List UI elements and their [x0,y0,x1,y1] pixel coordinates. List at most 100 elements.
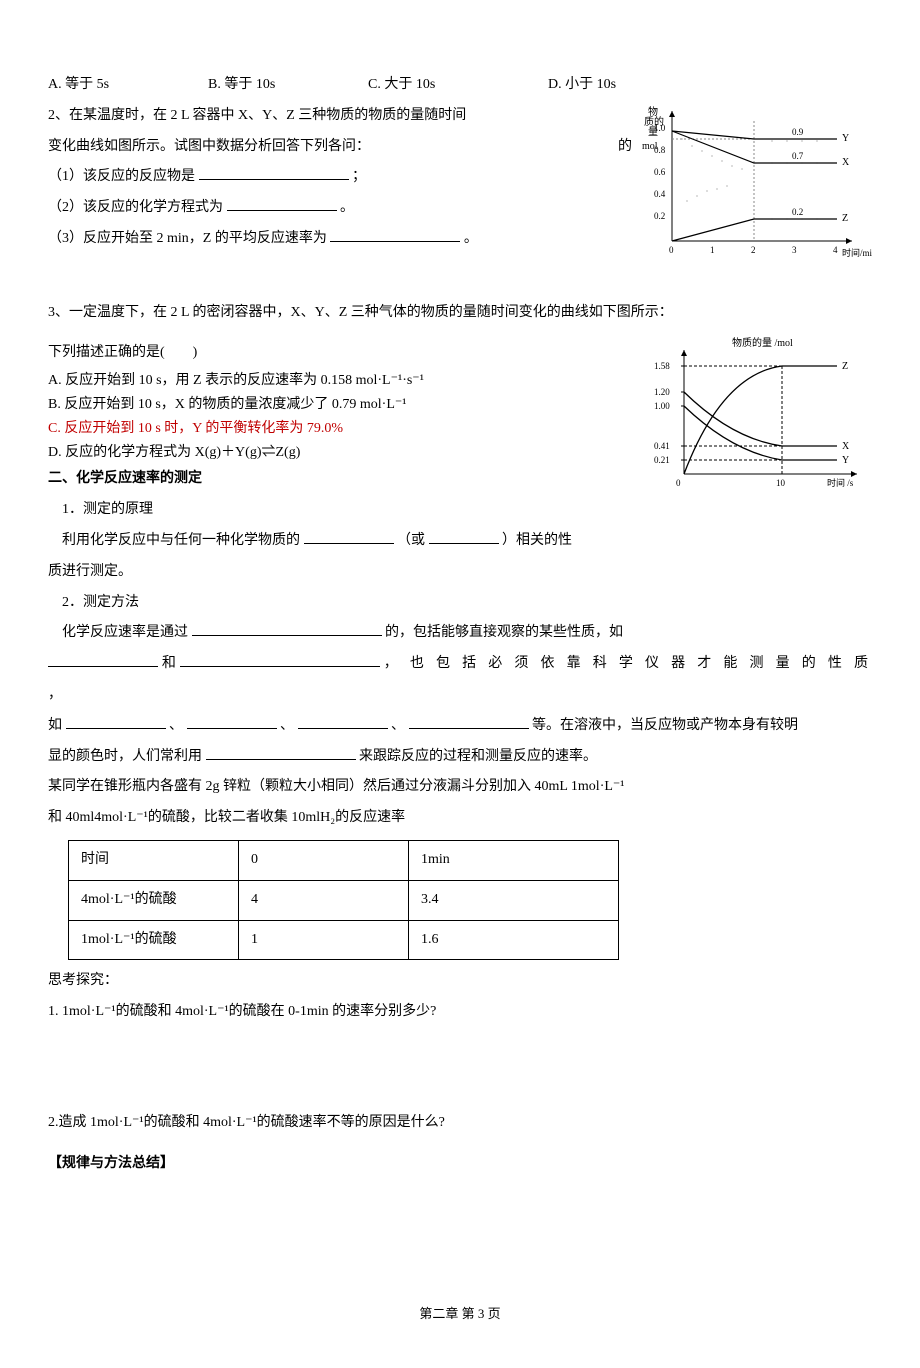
th-0: 时间 [69,840,239,880]
q2-xt-2: 2 [751,245,756,255]
q1-opt-b: B. 等于 10s [208,70,368,101]
sec2-m2-b: 的，包括能够直接观察的某些性质，如 [385,625,623,640]
q2-lbl-x: X [842,157,850,168]
exp-q1: 1. 1mol·L⁻¹的硫酸和 4mol·L⁻¹的硫酸在 0-1min 的速率分… [48,997,872,1028]
q3-chart: 物质的量 /mol 1.58 1.20 1.00 0.41 0.21 0 Z X… [642,334,872,507]
exp-line1: 某同学在锥形瓶内各盛有 2g 锌粒（颗粒大小相同）然后通过分液漏斗分别加入 40… [48,772,872,803]
sec2-m2-g: 、 [280,718,294,733]
q2-val-02: 0.2 [792,207,803,217]
sec2-m2-e: 如 [48,718,62,733]
th-1: 0 [239,840,409,880]
q2-chart: 物 质的 量 mol 1.0 0.8 0.6 0.4 0.2 0.9 0.7 0… [642,101,872,274]
exp-q2: 2.造成 1mol·L⁻¹的硫酸和 4mol·L⁻¹的硫酸速率不等的原因是什么? [48,1108,872,1139]
table-row-2: 1mol·L⁻¹的硫酸 1 1.6 [69,920,619,960]
q3-stem: 3、一定温度下，在 2 L 的密闭容器中，X、Y、Z 三种气体的物质的量随时间变… [48,298,872,329]
q3-xlabel: 时间 /s [827,477,854,488]
sec2-m2-blank4[interactable] [66,715,166,729]
sec2-m2-k: 来跟踪反应的过程和测量反应的速率。 [359,749,597,764]
sec2-m1-d: 质进行测定。 [48,557,872,588]
q2-p3a: （3）反应开始至 2 min，Z 的平均反应速率为 [48,231,327,246]
q2-p2a: （2）该反应的化学方程式为 [48,200,223,215]
q2-xt-1: 1 [710,245,715,255]
r2-0: 1mol·L⁻¹的硫酸 [69,920,239,960]
q3-lbl-z: Z [842,361,848,372]
exp-table: 时间 0 1min 4mol·L⁻¹的硫酸 4 3.4 1mol·L⁻¹的硫酸 … [68,840,619,960]
q2-xt-4: 4 [833,245,838,255]
sec2-m2-blank7[interactable] [409,715,529,729]
sec2-m2-f: 、 [169,718,183,733]
q2-stem-2: 的 [618,132,632,163]
q2-lbl-y: Y [842,133,849,144]
sec2-m1-line: 利用化学反应中与任何一种化学物质的 （或 ）相关的性 [48,526,872,557]
q3-chart-bg [642,334,872,494]
th-2: 1min [409,840,619,880]
q1-options: A. 等于 5s B. 等于 10s C. 大于 10s D. 小于 10s [48,70,872,101]
q2-yt-10: 1.0 [654,123,666,133]
q2-yt-08: 0.8 [654,145,666,155]
q2-val-09: 0.9 [792,127,804,137]
q2-p1-blank[interactable] [199,166,349,180]
r2-2: 1.6 [409,920,619,960]
q2-p1a: （1）该反应的反应物是 [48,169,195,184]
q3-yt-3: 0.41 [654,441,670,451]
sec2-m1-b: （或 [397,533,425,548]
sec2-m2-h: 、 [391,718,405,733]
sec2-m1-blank2[interactable] [429,530,499,544]
sec2-m2-line4: 显的颜色时，人们常利用 来跟踪反应的过程和测量反应的速率。 [48,742,872,773]
q2-p1b: ； [352,169,366,184]
q3-yt-4: 0.21 [654,455,670,465]
r1-0: 4mol·L⁻¹的硫酸 [69,880,239,920]
sec2-m1-c: ）相关的性 [502,533,572,548]
sec2-m2-j: 显的颜色时，人们常利用 [48,749,202,764]
q3-yt-0: 1.58 [654,361,670,371]
q2-xt-3: 3 [792,245,797,255]
q2-lbl-z: Z [842,213,848,224]
q3-ylabel: 物质的量 /mol [732,336,793,349]
q3-xt-10: 10 [776,478,786,488]
r1-1: 4 [239,880,409,920]
page-footer: 第二章 第 3 页 [48,1300,872,1329]
q3-lbl-y: Y [842,455,849,466]
q1-opt-c: C. 大于 10s [368,70,548,101]
sec2-m2-line2: 和 ， 也 包 括 必 须 依 靠 科 学 仪 器 才 能 测 量 的 性 质 … [48,649,872,711]
q3-yt-1: 1.20 [654,387,670,397]
q2-stem-1: 2、在某温度时，在 2 L 容器中 X、Y、Z 三种物质的物质的量随时间 [48,108,466,123]
q2-yt-06: 0.6 [654,167,666,177]
r2-1: 1 [239,920,409,960]
sec2-m2-a: 化学反应速率是通过 [62,625,188,640]
sec2-m2-blank3[interactable] [180,653,380,667]
exp-line2: 和 40ml4mol·L⁻¹的硫酸，比较二者收集 10mlH₂的反应速率 [48,803,872,834]
q2-xlabel: 时间/min [842,247,872,258]
sec2-m2-blank8[interactable] [206,746,356,760]
sec2-m2-blank5[interactable] [187,715,277,729]
sec2-m2-blank2[interactable] [48,653,158,667]
q2-p3-blank[interactable] [330,228,460,242]
sec2-m1-blank1[interactable] [304,530,394,544]
q3-yt-2: 1.00 [654,401,670,411]
q1-opt-d: D. 小于 10s [548,70,616,101]
q2-yt-04: 0.4 [654,189,666,199]
exp-think: 思考探究： [48,966,872,997]
sec2-m2-blank6[interactable] [298,715,388,729]
sec2-m2-i: 等。在溶液中，当反应物或产物本身有较明 [532,718,798,733]
sec2-m2-blank1[interactable] [192,622,382,636]
summary-title: 【规律与方法总结】 [48,1149,872,1180]
sec2-m2-title: 2．测定方法 [48,588,872,619]
q2-val-07: 0.7 [792,151,804,161]
table-row-head: 时间 0 1min [69,840,619,880]
q3-yt-5: 0 [676,478,681,488]
q3-lbl-x: X [842,441,850,452]
q1-opt-a: A. 等于 5s [48,70,208,101]
q2-chart-bg [642,101,872,261]
q2-yt-02: 0.2 [654,211,665,221]
sec2-m2-line3: 如 、 、 、 等。在溶液中，当反应物或产物本身有较明 [48,711,872,742]
r1-2: 3.4 [409,880,619,920]
sec2-m2-line1: 化学反应速率是通过 的，包括能够直接观察的某些性质，如 [48,618,872,649]
q2-p3b: 。 [464,231,478,246]
table-row-1: 4mol·L⁻¹的硫酸 4 3.4 [69,880,619,920]
q2-xt-0: 0 [669,245,674,255]
sec2-m2-c: 和 [162,656,176,671]
sec2-m1-a: 利用化学反应中与任何一种化学物质的 [62,533,300,548]
q2-p2-blank[interactable] [227,197,337,211]
q2-p2b: 。 [340,200,354,215]
